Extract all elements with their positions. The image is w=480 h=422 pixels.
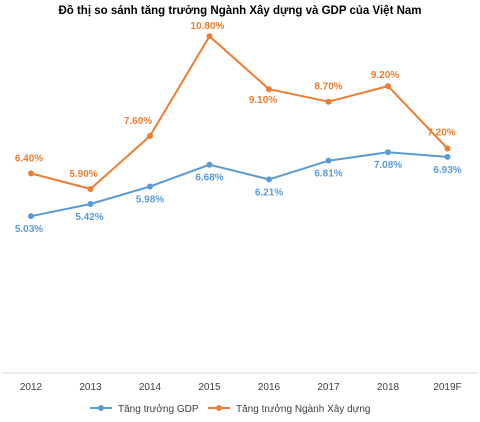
legend-item: Tăng trưởng GDP — [90, 403, 199, 415]
data-label: 7.20% — [427, 127, 455, 138]
data-point — [28, 213, 34, 220]
x-tick-label: 2014 — [139, 382, 162, 393]
data-label: 9.10% — [249, 95, 277, 106]
x-tick-label: 2015 — [198, 382, 221, 393]
legend: Tăng trưởng GDP Tăng trưởng Ngành Xây dựn… — [90, 403, 370, 415]
data-point — [266, 176, 272, 183]
data-point — [385, 149, 391, 156]
x-tick-label: 2018 — [377, 382, 400, 393]
data-label: 7.08% — [374, 160, 402, 171]
data-point — [28, 170, 34, 177]
data-label: 6.40% — [15, 153, 43, 164]
data-label: 6.21% — [255, 187, 283, 198]
data-point — [325, 98, 332, 105]
legend-swatch-marker — [98, 405, 104, 411]
data-point — [206, 33, 213, 40]
data-point — [444, 153, 451, 160]
data-label: 6.68% — [195, 173, 223, 184]
data-point — [206, 161, 213, 168]
data-point — [444, 145, 451, 152]
data-label: 5.42% — [75, 212, 103, 223]
x-tick-label: 2012 — [20, 382, 43, 393]
data-label: 6.81% — [314, 169, 342, 180]
x-axis-ticks: 2012 2013 2014 2015 2016 2017 2018 2019F — [20, 382, 462, 393]
data-label: 8.70% — [314, 82, 342, 93]
data-label: 10.80% — [191, 21, 225, 32]
data-point — [87, 186, 94, 193]
series-line — [30, 151, 448, 218]
data-point — [147, 133, 153, 140]
data-label: 5.03% — [15, 224, 43, 235]
x-tick-label: 2013 — [79, 382, 102, 393]
data-label: 5.90% — [69, 169, 97, 180]
series-0: 5.03% 5.42% 5.98% 6.68% 6.21% 6.81% 7.08% 6.93% — [15, 149, 462, 235]
data-point — [266, 86, 272, 93]
x-tick-label: 2019F — [433, 382, 461, 393]
x-tick-label: 2016 — [258, 382, 281, 393]
data-point — [385, 83, 391, 90]
data-point — [147, 183, 153, 190]
data-label: 5.98% — [136, 195, 164, 206]
x-tick-label: 2017 — [317, 382, 340, 393]
series-layer: 5.03% 5.42% 5.98% 6.68% 6.21% 6.81% 7.08% 6.93%… — [15, 21, 462, 235]
data-label: 6.93% — [433, 165, 461, 176]
data-label: 7.60% — [124, 116, 152, 127]
legend-swatch-marker — [216, 405, 222, 411]
data-label: 9.20% — [371, 70, 399, 81]
legend-label: Tăng trưởng GDP — [118, 403, 199, 415]
series-line — [30, 35, 449, 190]
series-1: 6.40% 5.90% 7.60% 10.80% 9.10% 8.70% 9.20% 7.20… — [15, 21, 456, 193]
chart-title: Đồ thị so sánh tăng trưởng Ngành Xây dựn… — [58, 5, 421, 17]
legend-item: Tăng trưởng Ngành Xây dựng — [208, 403, 370, 415]
legend-label: Tăng trưởng Ngành Xây dựng — [236, 403, 370, 415]
data-point — [87, 200, 94, 207]
data-point — [325, 157, 332, 164]
